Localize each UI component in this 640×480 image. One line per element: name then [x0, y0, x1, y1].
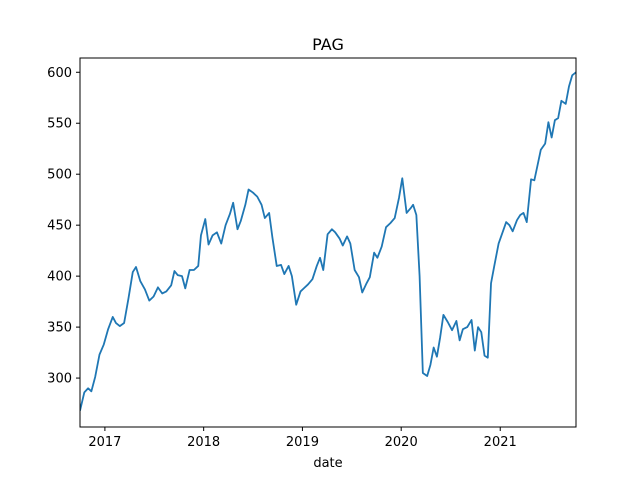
y-axis: 300 350 400 450 500 550 600 — [47, 66, 80, 387]
x-axis: 2017 2018 2019 2020 2021 — [88, 427, 517, 450]
y-tick-label: 400 — [47, 270, 72, 285]
y-tick-label: 300 — [47, 372, 72, 387]
plot-frame — [79, 57, 577, 428]
x-axis-label: date — [313, 456, 342, 471]
chart-title: PAG — [312, 35, 344, 54]
y-tick-label: 600 — [47, 66, 72, 81]
x-tick-label: 2019 — [286, 435, 319, 450]
x-tick-label: 2020 — [385, 435, 418, 450]
x-tick-label: 2018 — [187, 435, 220, 450]
x-tick-label: 2017 — [88, 435, 121, 450]
series-line — [80, 71, 576, 411]
y-tick-label: 350 — [47, 321, 72, 336]
y-tick-label: 450 — [47, 219, 72, 234]
y-tick-label: 500 — [47, 168, 72, 183]
x-tick-label: 2021 — [484, 435, 517, 450]
plot-area — [79, 57, 577, 428]
y-tick-label: 550 — [47, 117, 72, 132]
